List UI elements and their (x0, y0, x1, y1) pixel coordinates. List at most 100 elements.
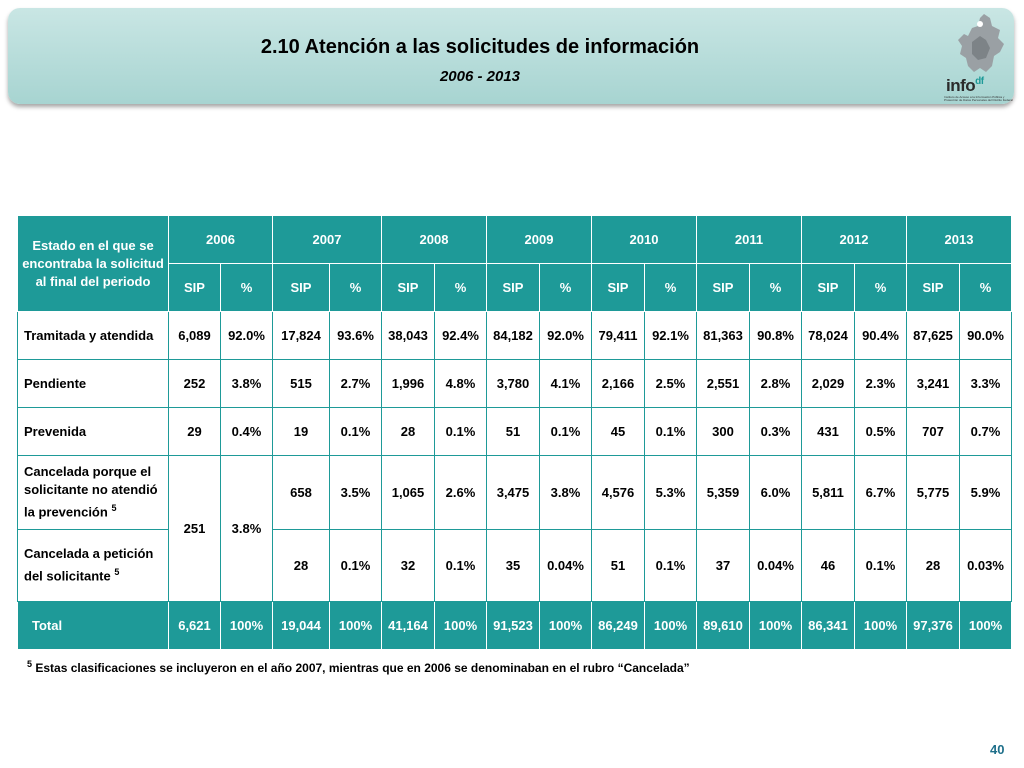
footnote: 5 Estas clasificaciones se incluyeron en… (27, 659, 690, 675)
table-cell: 79,411 (591, 311, 645, 360)
table-cell: 28 (272, 529, 330, 602)
sip-subheader: SIP (591, 263, 645, 312)
page-subtitle: 2006 - 2013 (439, 68, 521, 85)
table-cell: 87,625 (906, 311, 960, 360)
table-cell: 51 (591, 529, 645, 602)
sip-subheader: SIP (381, 263, 435, 312)
table-cell: 0.1% (329, 407, 382, 456)
table-cell: 41,164 (381, 601, 435, 650)
table-cell: 2,551 (696, 359, 750, 408)
table-cell: 51 (486, 407, 540, 456)
table-cell: 1,065 (381, 455, 435, 530)
table-cell: 19 (272, 407, 330, 456)
year-header: 2010 (591, 215, 697, 264)
table-cell: 45 (591, 407, 645, 456)
sip-subheader: SIP (906, 263, 960, 312)
table-cell: 3.5% (329, 455, 382, 530)
table-cell: 4.8% (434, 359, 487, 408)
percent-subheader: % (539, 263, 592, 312)
table-cell: 252 (168, 359, 221, 408)
table-row: Pendiente 252 3.8% 515 2.7% 1,996 4.8% 3,780 4.1… (17, 359, 1012, 408)
table-row: Total 6,621 100% 19,044 100% 41,164 100% 91,523… (17, 601, 1012, 650)
row-label: Prevenida (17, 407, 169, 456)
table-cell: 28 (906, 529, 960, 602)
table-cell: 0.1% (854, 529, 907, 602)
table-cell: 84,182 (486, 311, 540, 360)
table-cell: 100% (539, 601, 592, 650)
page-number: 40 (990, 742, 1005, 757)
table-cell: 100% (220, 601, 273, 650)
table-cell: 0.3% (749, 407, 802, 456)
requests-table: Estado en el que se encontraba la solici… (17, 215, 1012, 650)
percent-subheader: % (959, 263, 1012, 312)
table-cell: 91,523 (486, 601, 540, 650)
year-header: 2012 (801, 215, 907, 264)
table-cell: 515 (272, 359, 330, 408)
table-cell: 3.8% (539, 455, 592, 530)
table-row: Prevenida 29 0.4% 19 0.1% 28 0.1% 51 0.1% 45 0.1% 3… (17, 407, 1012, 456)
corner-header: Estado en el que se encontraba la solici… (17, 215, 169, 312)
table-cell: 35 (486, 529, 540, 602)
table-cell: 300 (696, 407, 750, 456)
table-cell: 0.4% (220, 407, 273, 456)
table-cell: 100% (644, 601, 697, 650)
year-header: 2006 (168, 215, 273, 264)
table-cell: 6.0% (749, 455, 802, 530)
sip-subheader: SIP (696, 263, 750, 312)
table-cell: 3,475 (486, 455, 540, 530)
table-cell: 93.6% (329, 311, 382, 360)
sip-subheader: SIP (168, 263, 221, 312)
row-label: Cancelada porque el solicitante no atend… (17, 455, 169, 530)
table-cell: 78,024 (801, 311, 855, 360)
table-cell: 0.04% (539, 529, 592, 602)
table-cell: 97,376 (906, 601, 960, 650)
merged-cell: 251 (168, 455, 221, 602)
table-cell: 19,044 (272, 601, 330, 650)
row-label: Pendiente (17, 359, 169, 408)
table-cell: 28 (381, 407, 435, 456)
sip-subheader: SIP (801, 263, 855, 312)
table-cell: 92.4% (434, 311, 487, 360)
table-cell: 37 (696, 529, 750, 602)
table-cell: 89,610 (696, 601, 750, 650)
table-cell: 100% (959, 601, 1012, 650)
table-row: Cancelada a petición del solicitante 5 28… (17, 529, 1012, 602)
table-cell: 2,029 (801, 359, 855, 408)
table-cell: 29 (168, 407, 221, 456)
table-cell: 17,824 (272, 311, 330, 360)
row-label: Cancelada a petición del solicitante 5 (17, 529, 169, 602)
table-cell: 86,341 (801, 601, 855, 650)
percent-subheader: % (220, 263, 273, 312)
table-cell: 2.7% (329, 359, 382, 408)
table-cell: 92.0% (220, 311, 273, 360)
table-row: Tramitada y atendida 6,089 92.0% 17,824 93.6… (17, 311, 1012, 360)
percent-subheader: % (329, 263, 382, 312)
table-cell: 3,241 (906, 359, 960, 408)
df-map-icon (958, 14, 1004, 72)
table-cell: 92.1% (644, 311, 697, 360)
table-cell: 100% (329, 601, 382, 650)
table-cell: 86,249 (591, 601, 645, 650)
percent-subheader: % (749, 263, 802, 312)
year-header: 2007 (272, 215, 382, 264)
table-cell: 6,621 (168, 601, 221, 650)
sip-subheader: SIP (272, 263, 330, 312)
table-cell: 0.1% (644, 529, 697, 602)
year-header: 2008 (381, 215, 487, 264)
table-cell: 38,043 (381, 311, 435, 360)
row-label: Tramitada y atendida (17, 311, 169, 360)
year-header: 2009 (486, 215, 592, 264)
table-cell: 0.7% (959, 407, 1012, 456)
sip-subheader: SIP (486, 263, 540, 312)
table-cell: 5,811 (801, 455, 855, 530)
table-cell: 5,359 (696, 455, 750, 530)
table-cell: 90.4% (854, 311, 907, 360)
table-cell: 90.8% (749, 311, 802, 360)
table-cell: 3,780 (486, 359, 540, 408)
year-header: 2013 (906, 215, 1012, 264)
row-label: Total (17, 601, 169, 650)
table-cell: 2.8% (749, 359, 802, 408)
page-title: 2.10 Atención a las solicitudes de infor… (260, 36, 700, 58)
table-cell: 0.1% (644, 407, 697, 456)
table-cell: 6.7% (854, 455, 907, 530)
